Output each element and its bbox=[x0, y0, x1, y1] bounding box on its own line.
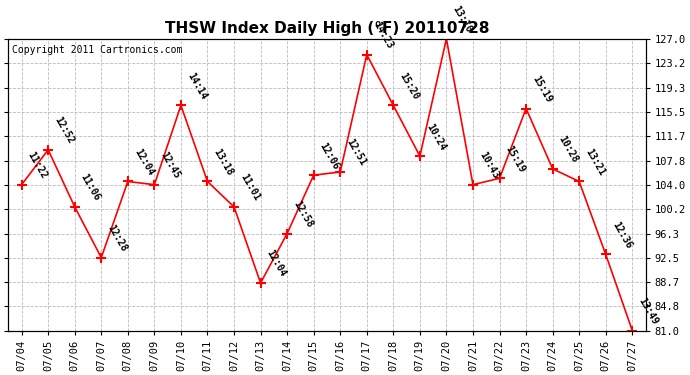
Text: 10:28: 10:28 bbox=[557, 134, 580, 165]
Text: 12:04: 12:04 bbox=[132, 147, 155, 177]
Text: 15:19: 15:19 bbox=[504, 144, 527, 174]
Text: 13:10: 13:10 bbox=[451, 4, 474, 34]
Text: 12:52: 12:52 bbox=[52, 115, 76, 146]
Text: 10:43: 10:43 bbox=[477, 150, 500, 180]
Text: 12:04: 12:04 bbox=[265, 248, 288, 279]
Text: 12:58: 12:58 bbox=[291, 199, 315, 230]
Text: 12:36: 12:36 bbox=[610, 220, 633, 250]
Text: 13:21: 13:21 bbox=[583, 147, 607, 177]
Text: 11:06: 11:06 bbox=[79, 172, 102, 203]
Text: 12:51: 12:51 bbox=[344, 137, 368, 168]
Text: 12:45: 12:45 bbox=[159, 150, 182, 180]
Text: 15:19: 15:19 bbox=[530, 74, 553, 104]
Text: 11:22: 11:22 bbox=[26, 150, 49, 180]
Text: 13:49: 13:49 bbox=[636, 296, 660, 326]
Text: 12:06: 12:06 bbox=[318, 141, 341, 171]
Text: Copyright 2011 Cartronics.com: Copyright 2011 Cartronics.com bbox=[12, 45, 182, 55]
Text: 14:23: 14:23 bbox=[371, 20, 394, 51]
Text: 11:01: 11:01 bbox=[238, 172, 262, 203]
Text: 10:24: 10:24 bbox=[424, 122, 447, 152]
Text: 14:14: 14:14 bbox=[185, 71, 208, 101]
Title: THSW Index Daily High (°F) 20110728: THSW Index Daily High (°F) 20110728 bbox=[165, 21, 489, 36]
Text: 12:28: 12:28 bbox=[106, 223, 129, 254]
Text: 15:20: 15:20 bbox=[397, 71, 421, 101]
Text: 13:18: 13:18 bbox=[212, 147, 235, 177]
